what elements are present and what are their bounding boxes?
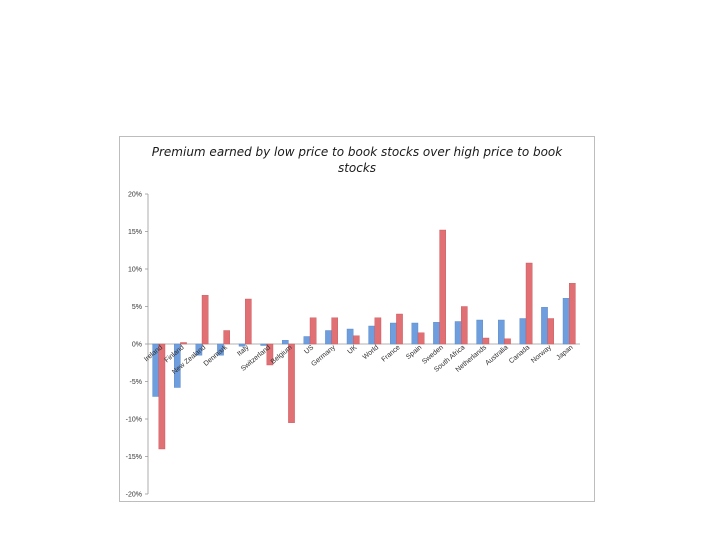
bar-series2	[547, 318, 555, 345]
bar-series2	[439, 229, 447, 345]
y-tick-label: 10%	[128, 267, 142, 274]
bar-series1	[454, 321, 462, 345]
y-tick-label: -5%	[130, 379, 142, 386]
bar-series2	[374, 317, 382, 345]
bars	[152, 229, 576, 450]
bar-series2	[352, 335, 360, 345]
x-tick-label: Norway	[530, 344, 553, 365]
chart-title-line-1: Premium earned by low price to book stoc…	[152, 145, 564, 159]
x-tick-label: France	[380, 344, 401, 363]
bar-series2	[482, 337, 490, 345]
x-tick-label: Canada	[508, 344, 531, 365]
x-tick-label: Germany	[310, 344, 337, 368]
bar-series1	[174, 343, 181, 388]
bar-series1	[217, 343, 224, 356]
bar-series1	[498, 319, 505, 345]
bar-series2	[244, 298, 252, 345]
x-tick-label: Australia	[484, 344, 509, 367]
y-tick-label: -20%	[126, 492, 142, 499]
bar-series2	[266, 343, 274, 366]
bar-series1	[303, 336, 311, 345]
y-tick-label: 15%	[128, 229, 142, 236]
bar-series2	[461, 306, 468, 345]
bar-series2	[396, 313, 403, 345]
bar-chart: Premium earned by low price to book stoc…	[126, 145, 580, 499]
chart-title-line-2: stocks	[338, 161, 376, 175]
bar-series2	[417, 332, 425, 345]
bar-series1	[281, 340, 289, 345]
bar-series1	[368, 325, 376, 345]
y-tick-label: 20%	[128, 192, 142, 199]
x-tick-label: Italy	[236, 344, 251, 358]
x-tick-label: Denmark	[203, 344, 230, 368]
bar-series2	[331, 317, 339, 345]
bar-series1	[541, 307, 548, 345]
bar-series2	[288, 343, 295, 423]
bar-series1	[519, 318, 527, 345]
bar-series2	[569, 283, 576, 345]
bar-series2	[180, 342, 187, 345]
bar-series2	[158, 343, 166, 450]
bar-series1	[390, 322, 397, 345]
bar-series1	[476, 319, 484, 345]
bar-series1	[433, 322, 440, 345]
y-tick-label: 0%	[132, 342, 142, 349]
bar-series1	[325, 330, 332, 345]
y-tick-label: 5%	[132, 304, 142, 311]
bar-series1	[562, 298, 570, 345]
x-tick-label: Spain	[405, 344, 423, 361]
y-tick-label: -15%	[126, 454, 142, 461]
x-tick-label: UK	[347, 344, 359, 356]
bar-series1	[195, 343, 203, 356]
y-tick-label: -10%	[126, 417, 142, 424]
bar-series1	[346, 328, 354, 345]
bar-series2	[223, 330, 230, 345]
bar-series2	[525, 262, 533, 345]
bar-series2	[504, 338, 511, 345]
bar-series2	[201, 295, 209, 345]
chart-container: Premium earned by low price to book stoc…	[119, 136, 595, 502]
x-tick-label: World	[362, 344, 380, 361]
bar-series1	[238, 343, 246, 347]
x-tick-label: Japan	[555, 344, 574, 362]
x-tick-label: US	[303, 344, 315, 356]
bar-series2	[309, 317, 317, 345]
bar-series1	[411, 322, 419, 345]
